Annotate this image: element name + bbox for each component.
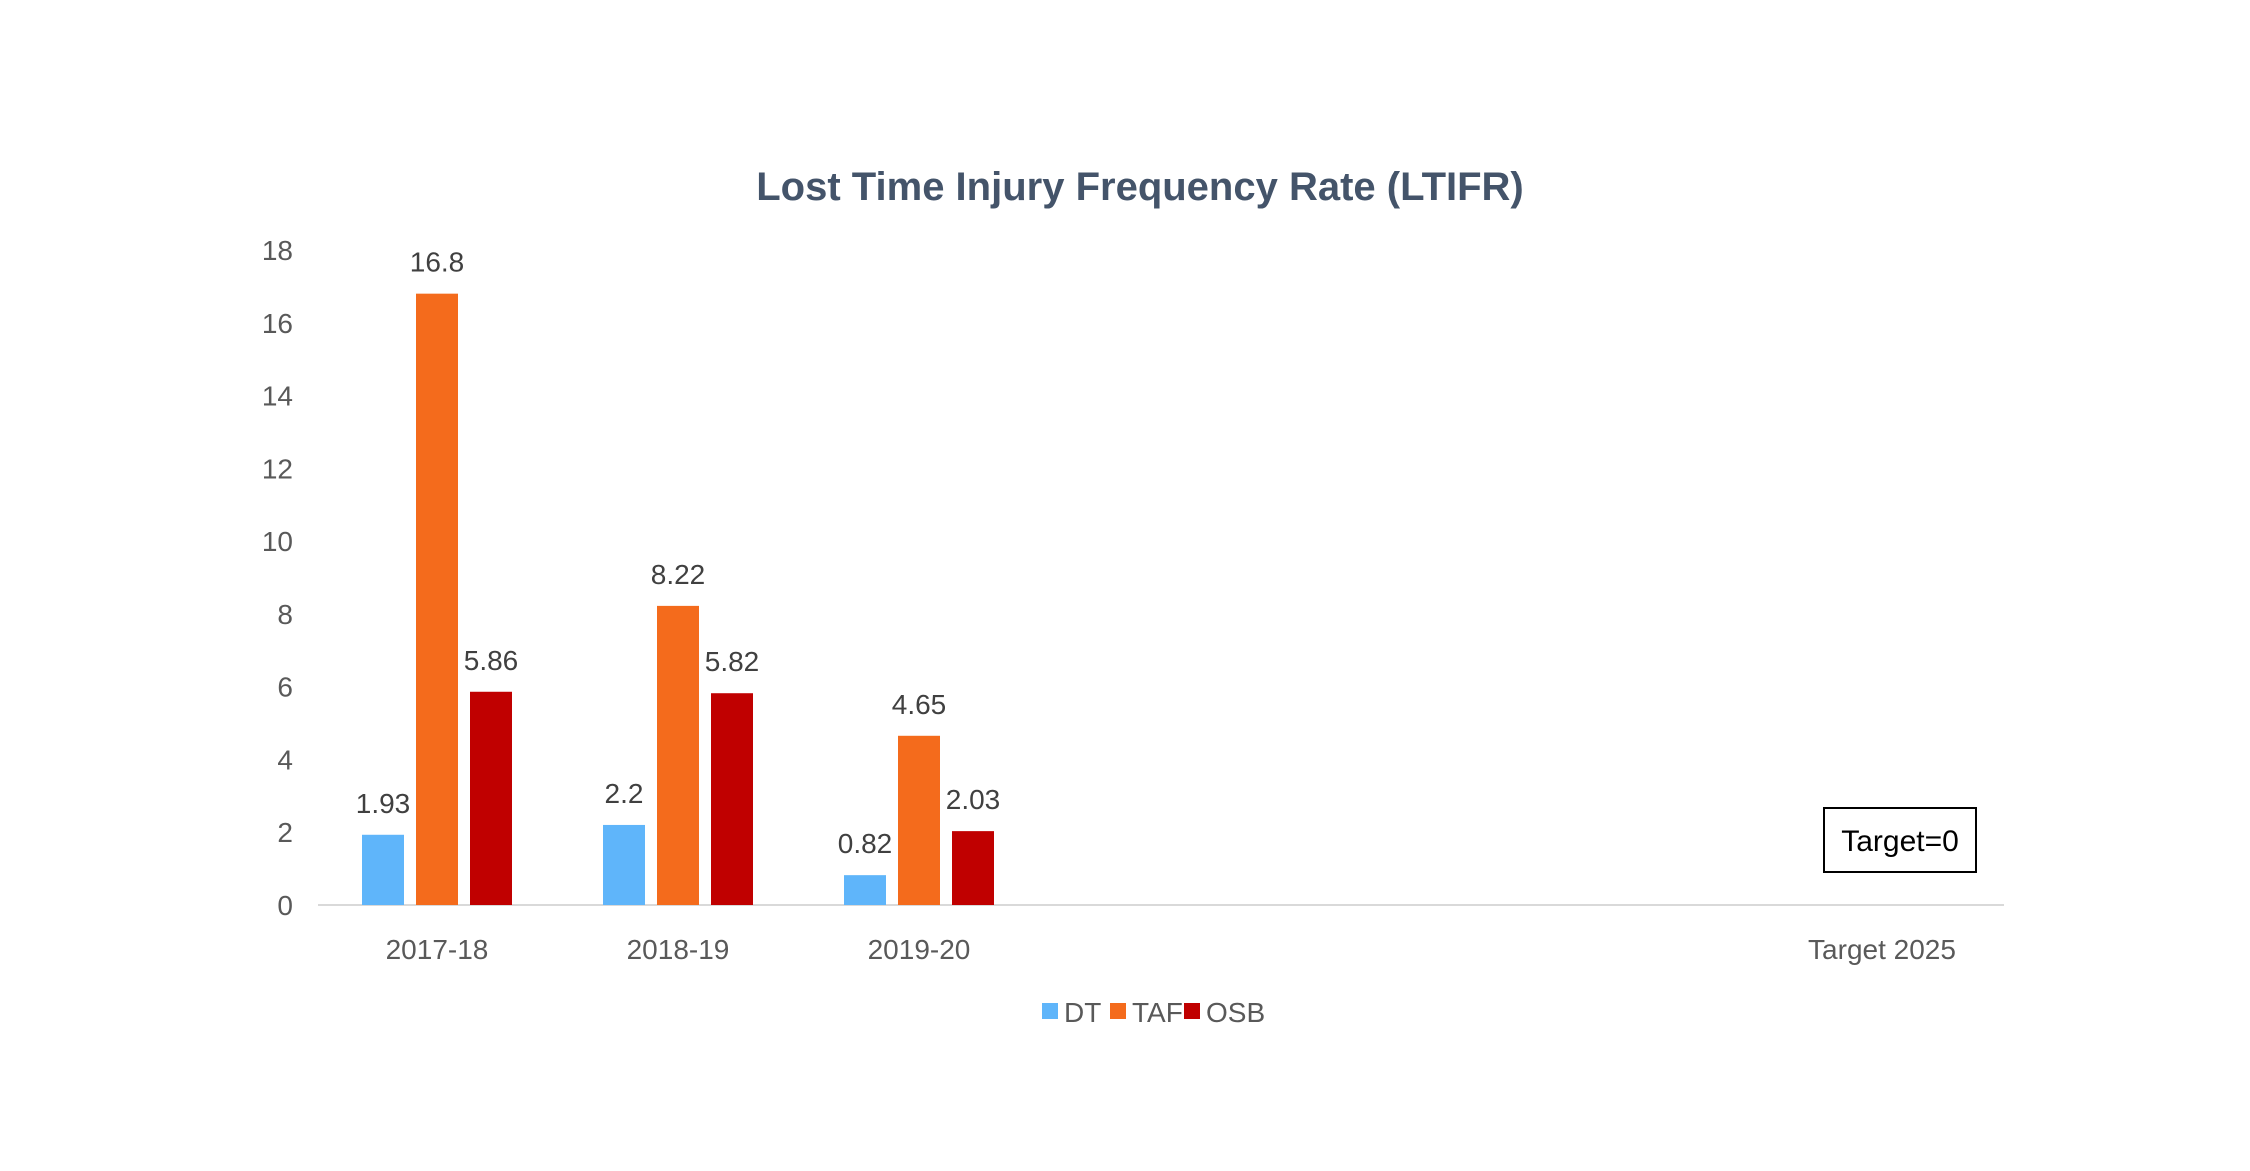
data-label: 5.86 (464, 645, 519, 676)
x-axis: 2017-18 2018-19 2019-20 Target 2025 (386, 934, 1956, 965)
x-tick-label: 2017-18 (386, 934, 489, 965)
legend-label-taf: TAF (1132, 997, 1183, 1028)
bar-taf-2018-19 (657, 605, 699, 905)
x-tick-label: 2019-20 (868, 934, 971, 965)
y-tick-label: 0 (277, 890, 293, 921)
bar-osb-2017-18 (470, 691, 512, 905)
y-tick-label: 4 (277, 744, 293, 775)
data-label: 1.93 (356, 788, 411, 819)
bar-taf-2017-18 (416, 293, 458, 906)
data-label: 8.22 (651, 559, 706, 590)
target-annotation-text: Target=0 (1841, 825, 1959, 858)
bar-series (362, 293, 994, 906)
y-tick-label: 8 (277, 599, 293, 630)
y-tick-label: 10 (262, 526, 293, 557)
data-label: 16.8 (410, 247, 465, 278)
y-tick-label: 14 (262, 381, 293, 412)
bar-dt-2017-18 (362, 834, 404, 905)
y-tick-label: 6 (277, 672, 293, 703)
chart-title: Lost Time Injury Frequency Rate (LTIFR) (756, 165, 1524, 209)
data-label: 2.2 (605, 778, 644, 809)
legend-swatch-osb (1184, 1003, 1200, 1019)
bar-osb-2018-19 (711, 693, 753, 905)
legend-swatch-taf (1110, 1003, 1126, 1019)
data-label: 4.65 (892, 689, 947, 720)
legend-swatch-dt (1042, 1003, 1058, 1019)
data-label: 2.03 (946, 784, 1001, 815)
data-label: 5.82 (705, 646, 760, 677)
bar-osb-2019-20 (952, 831, 994, 905)
bar-dt-2019-20 (844, 875, 886, 905)
y-tick-label: 2 (277, 817, 293, 848)
x-tick-label: Target 2025 (1808, 934, 1956, 965)
y-tick-label: 12 (262, 453, 293, 484)
x-tick-label: 2018-19 (627, 934, 730, 965)
legend: DT TAF OSB (1042, 997, 1265, 1028)
y-tick-label: 18 (262, 235, 293, 266)
data-labels: 1.93 16.8 5.86 2.2 8.22 5.82 0.82 4.65 2.03 (356, 247, 1001, 859)
y-axis: 0 2 4 6 8 10 12 14 16 18 (262, 235, 293, 921)
y-tick-label: 16 (262, 308, 293, 339)
target-annotation: Target=0 (1823, 807, 1977, 873)
bar-taf-2019-20 (898, 735, 940, 905)
bar-dt-2018-19 (603, 824, 645, 905)
data-label: 0.82 (838, 828, 893, 859)
legend-label-dt: DT (1064, 997, 1101, 1028)
target-annotation-box (1823, 807, 1977, 873)
legend-label-osb: OSB (1206, 997, 1265, 1028)
